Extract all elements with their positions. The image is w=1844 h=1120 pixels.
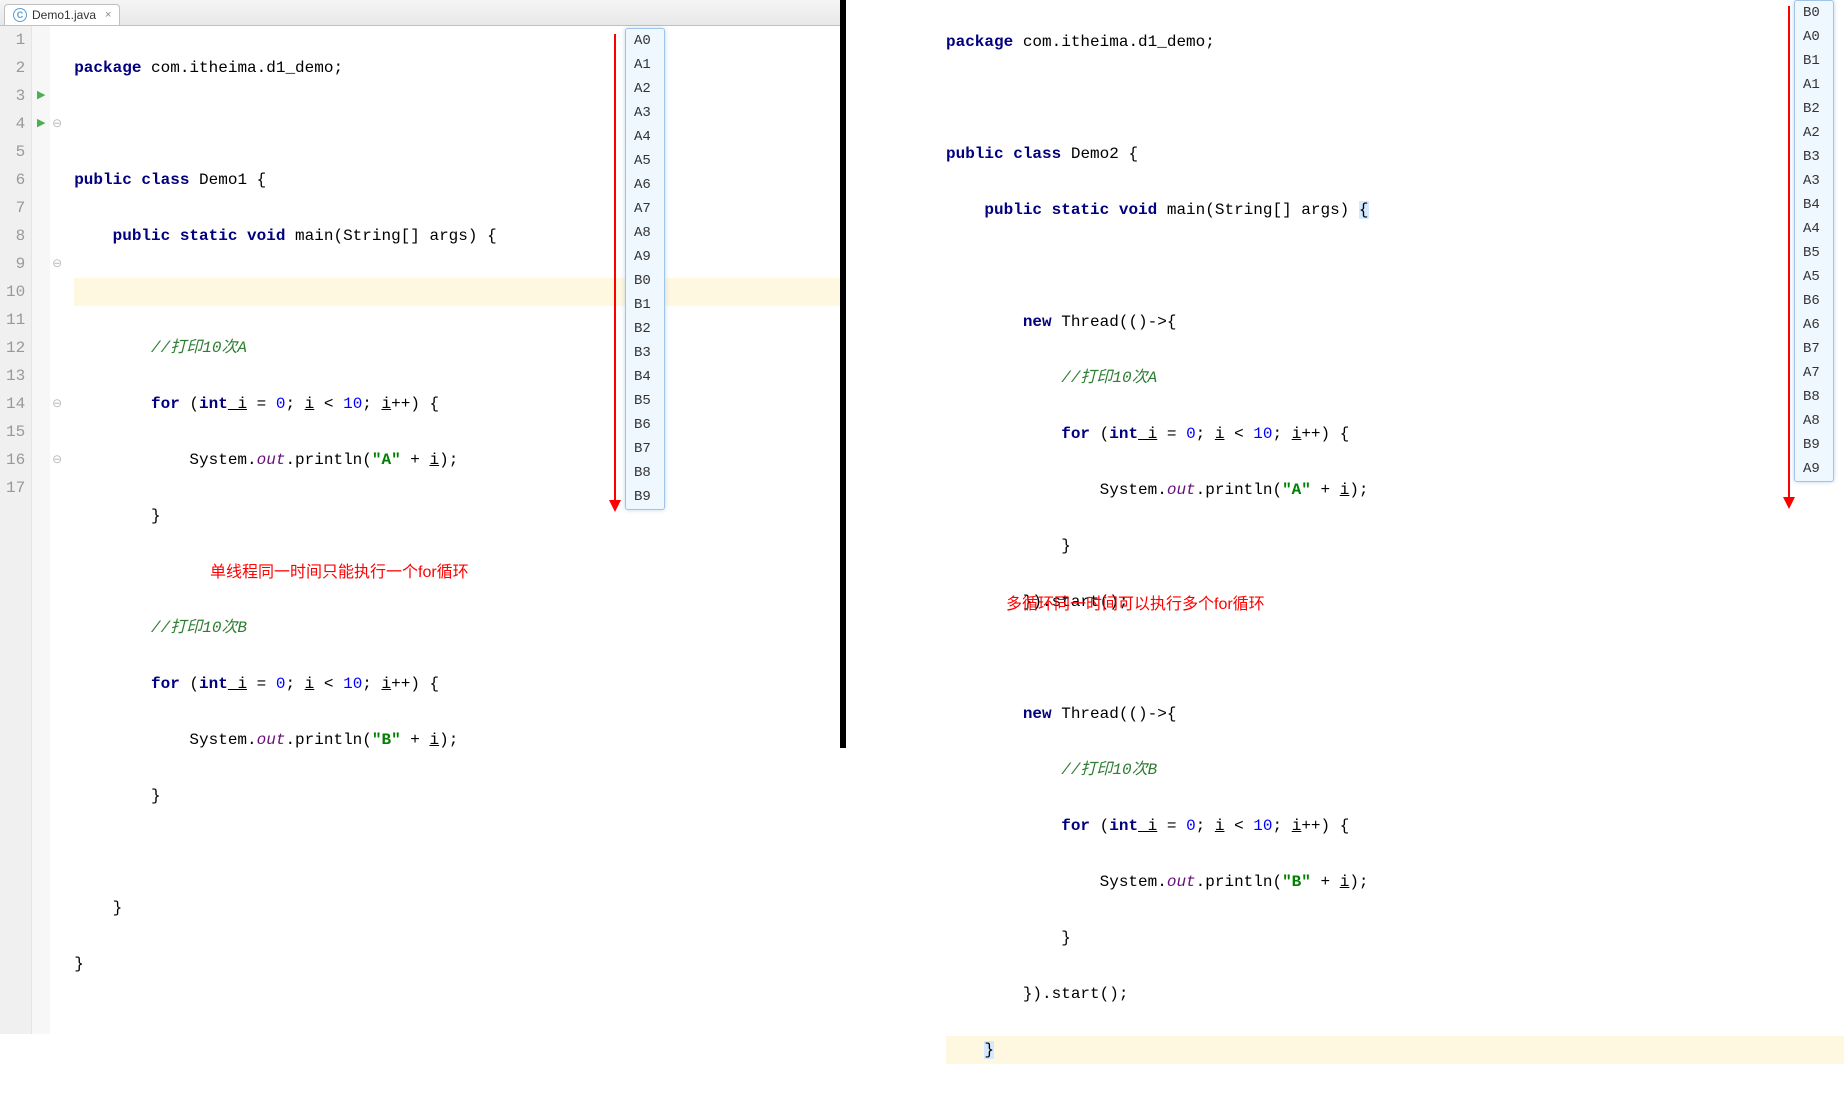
console-output-right: B0 A0 B1 A1 B2 A2 B3 A3 B4 A4 B5 A5 B6 A… xyxy=(1794,0,1834,482)
output-line: B5 xyxy=(626,389,664,413)
output-line: A0 xyxy=(1795,25,1833,49)
tab-bar: C Demo1.java × xyxy=(0,0,840,26)
output-line: A8 xyxy=(626,221,664,245)
run-gutter: ▶ ▶ xyxy=(32,26,50,1034)
right-panel: package com.itheima.d1_demo; public clas… xyxy=(846,0,1844,748)
left-panel: C Demo1.java × 1 2 3 4 5 6 7 8 9 10 11 xyxy=(0,0,840,748)
gutter: 1 2 3 4 5 6 7 8 9 10 11 12 13 14 15 16 1 xyxy=(0,26,64,1034)
output-line: A4 xyxy=(1795,217,1833,241)
output-line: A5 xyxy=(1795,265,1833,289)
code-area[interactable]: package com.itheima.d1_demo; public clas… xyxy=(64,26,840,1034)
output-line: A8 xyxy=(1795,409,1833,433)
comparison-container: C Demo1.java × 1 2 3 4 5 6 7 8 9 10 11 xyxy=(0,0,1844,748)
file-tab-demo1[interactable]: C Demo1.java × xyxy=(4,4,120,25)
java-class-icon: C xyxy=(13,8,27,22)
output-line: A9 xyxy=(1795,457,1833,481)
line-num: 1 xyxy=(6,26,25,54)
output-line: A1 xyxy=(626,53,664,77)
line-num: 13 xyxy=(6,362,25,390)
run-icon[interactable]: ▶ xyxy=(32,82,50,110)
line-num: 14 xyxy=(6,390,25,418)
output-line: B8 xyxy=(1795,385,1833,409)
line-num: 2 xyxy=(6,54,25,82)
code-editor-right[interactable]: package com.itheima.d1_demo; public clas… xyxy=(846,0,1844,1120)
output-line: B1 xyxy=(626,293,664,317)
output-line: B4 xyxy=(1795,193,1833,217)
line-num: 6 xyxy=(6,166,25,194)
output-line: B1 xyxy=(1795,49,1833,73)
output-line: B2 xyxy=(1795,97,1833,121)
line-num: 8 xyxy=(6,222,25,250)
output-line: B6 xyxy=(626,413,664,437)
line-num: 16 xyxy=(6,446,25,474)
execution-arrow xyxy=(1788,6,1790,501)
line-numbers: 1 2 3 4 5 6 7 8 9 10 11 12 13 14 15 16 1 xyxy=(0,26,32,1034)
output-line: B3 xyxy=(1795,145,1833,169)
output-line: B8 xyxy=(626,461,664,485)
execution-arrow xyxy=(614,34,616,504)
tab-label: Demo1.java xyxy=(32,8,96,22)
output-line: A2 xyxy=(626,77,664,101)
console-output-left: A0 A1 A2 A3 A4 A5 A6 A7 A8 A9 B0 B1 B2 B… xyxy=(625,28,665,510)
output-line: A4 xyxy=(626,125,664,149)
code-area[interactable]: package com.itheima.d1_demo; public clas… xyxy=(846,0,1844,1120)
output-line: B2 xyxy=(626,317,664,341)
line-num: 10 xyxy=(6,278,25,306)
line-num: 3 xyxy=(6,82,25,110)
output-line: A3 xyxy=(626,101,664,125)
line-num: 11 xyxy=(6,306,25,334)
output-line: B7 xyxy=(1795,337,1833,361)
output-line: B7 xyxy=(626,437,664,461)
output-line: A5 xyxy=(626,149,664,173)
output-line: A7 xyxy=(626,197,664,221)
line-num: 15 xyxy=(6,418,25,446)
output-line: A6 xyxy=(1795,313,1833,337)
output-line: A6 xyxy=(626,173,664,197)
output-line: B0 xyxy=(626,269,664,293)
line-num: 12 xyxy=(6,334,25,362)
output-line: A3 xyxy=(1795,169,1833,193)
arrow-head-icon xyxy=(1783,497,1795,509)
fold-icon[interactable]: ⊖ xyxy=(50,250,64,278)
run-icon[interactable]: ▶ xyxy=(32,110,50,138)
line-num: 5 xyxy=(6,138,25,166)
arrow-head-icon xyxy=(609,500,621,512)
line-num: 4 xyxy=(6,110,25,138)
code-editor-left[interactable]: 1 2 3 4 5 6 7 8 9 10 11 12 13 14 15 16 1 xyxy=(0,26,840,1034)
fold-gutter: ⊖ ⊖ ⊖ ⊖ xyxy=(50,26,64,1034)
line-num: 9 xyxy=(6,250,25,278)
output-line: B9 xyxy=(1795,433,1833,457)
output-line: B5 xyxy=(1795,241,1833,265)
fold-icon[interactable]: ⊖ xyxy=(50,110,64,138)
line-num: 7 xyxy=(6,194,25,222)
output-line: A0 xyxy=(626,29,664,53)
output-line: A9 xyxy=(626,245,664,269)
output-line: B0 xyxy=(1795,1,1833,25)
output-line: B4 xyxy=(626,365,664,389)
output-line: B9 xyxy=(626,485,664,509)
fold-icon[interactable]: ⊖ xyxy=(50,390,64,418)
caption-left: 单线程同一时间只能执行一个for循环 xyxy=(210,558,469,582)
close-icon[interactable]: × xyxy=(105,9,111,21)
output-line: B3 xyxy=(626,341,664,365)
caption-right: 多循环同一时间可以执行多个for循环 xyxy=(1006,590,1265,614)
line-num: 17 xyxy=(6,474,25,502)
output-line: A2 xyxy=(1795,121,1833,145)
fold-icon[interactable]: ⊖ xyxy=(50,446,64,474)
output-line: B6 xyxy=(1795,289,1833,313)
output-line: A1 xyxy=(1795,73,1833,97)
output-line: A7 xyxy=(1795,361,1833,385)
